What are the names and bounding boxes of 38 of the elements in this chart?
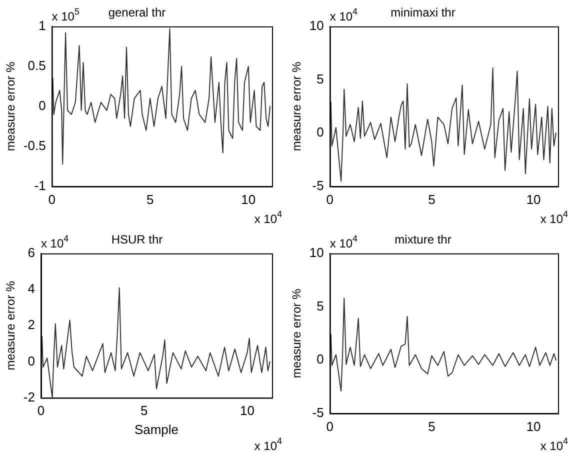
y-axis-title: measure error % bbox=[290, 61, 304, 152]
y-tick-label: 5 bbox=[316, 71, 324, 86]
y-tick-label: 1 bbox=[38, 18, 46, 33]
y-tick-label: 5 bbox=[316, 298, 324, 314]
x-tick-label: 10 bbox=[526, 192, 541, 207]
x-tick-label: 0 bbox=[48, 192, 56, 207]
y-tick-label: -1 bbox=[34, 178, 46, 193]
y-tick-label: 0 bbox=[28, 353, 35, 368]
x-axis-title: Sample bbox=[134, 422, 179, 437]
y-tick-label: 6 bbox=[28, 244, 35, 260]
x-tick-label: 5 bbox=[428, 192, 436, 207]
y-tick-label: 4 bbox=[28, 281, 35, 296]
y-tick-label: -2 bbox=[23, 389, 35, 404]
y-tick-label: 10 bbox=[309, 18, 324, 33]
y-tick-label: -0.5 bbox=[23, 138, 46, 153]
chart-title: HSUR thr bbox=[111, 232, 163, 247]
y-axis-title: measure error % bbox=[4, 280, 18, 370]
x-tick-label: 10 bbox=[240, 403, 254, 418]
x-tick-label: 0 bbox=[326, 192, 334, 207]
x-tick-label: 10 bbox=[241, 192, 256, 207]
x-tick-label: 0 bbox=[326, 418, 334, 434]
y-tick-label: -5 bbox=[312, 404, 324, 420]
y-axis-title: measure error % bbox=[4, 61, 18, 152]
chart-title: mixture thr bbox=[394, 232, 452, 247]
y-tick-label: 0 bbox=[316, 352, 324, 367]
y-tick-label: 2 bbox=[28, 317, 35, 332]
y-tick-label: 0.5 bbox=[28, 58, 46, 73]
y-tick-label: 0 bbox=[38, 98, 46, 113]
x-tick-label: 5 bbox=[146, 192, 154, 207]
x-tick-label: 5 bbox=[140, 403, 148, 418]
chart-title: minimaxi thr bbox=[390, 6, 456, 20]
x-tick-label: 5 bbox=[428, 418, 436, 434]
y-axis-title: measure error % bbox=[290, 288, 304, 378]
x-tick-label: 10 bbox=[526, 418, 541, 434]
y-tick-label: -5 bbox=[312, 178, 324, 193]
chart-title: general thr bbox=[108, 6, 166, 20]
y-tick-label: 0 bbox=[316, 124, 324, 140]
y-tick-label: 10 bbox=[309, 244, 324, 260]
